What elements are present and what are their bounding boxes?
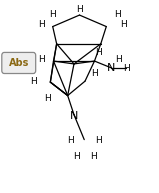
Text: H: H xyxy=(95,136,102,145)
Text: H: H xyxy=(38,20,45,29)
Text: H: H xyxy=(120,20,127,29)
Text: H: H xyxy=(49,10,56,19)
Text: N: N xyxy=(107,63,115,73)
Text: H: H xyxy=(95,48,102,57)
Text: N: N xyxy=(70,111,78,121)
Text: H: H xyxy=(90,152,97,161)
Text: H: H xyxy=(114,10,121,19)
Text: H: H xyxy=(91,69,98,78)
Text: H: H xyxy=(115,55,121,64)
Text: H: H xyxy=(73,152,80,161)
Text: Abs: Abs xyxy=(9,58,29,68)
Text: H: H xyxy=(76,5,83,14)
Text: H: H xyxy=(44,94,51,103)
Text: H: H xyxy=(123,64,130,73)
Text: H: H xyxy=(30,77,36,86)
FancyBboxPatch shape xyxy=(2,52,36,74)
Text: H: H xyxy=(38,55,45,64)
Text: H: H xyxy=(67,136,73,145)
